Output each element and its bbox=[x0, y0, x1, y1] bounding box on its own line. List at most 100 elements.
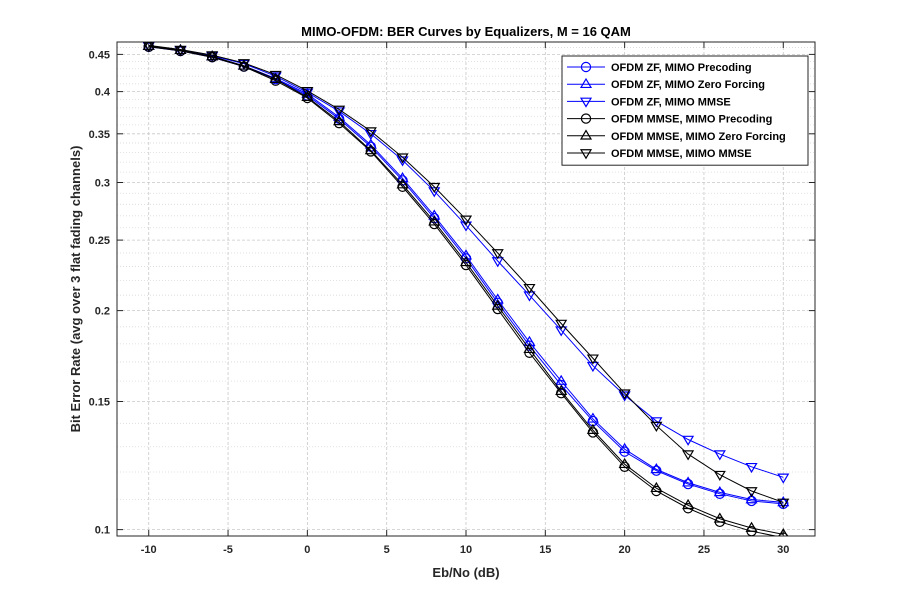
legend-box bbox=[561, 55, 809, 166]
y-tick-label: 0.45 bbox=[89, 49, 110, 61]
y-tick-label: 0.1 bbox=[95, 525, 110, 537]
data-point bbox=[396, 171, 409, 183]
data-point bbox=[745, 462, 758, 474]
data-point bbox=[555, 326, 568, 337]
data-point bbox=[555, 384, 568, 395]
data-point bbox=[618, 442, 631, 453]
legend-marker bbox=[579, 149, 593, 160]
data-point bbox=[713, 450, 726, 461]
data-point bbox=[651, 465, 662, 476]
data-point bbox=[586, 423, 599, 434]
data-point bbox=[682, 435, 695, 446]
legend-item: OFDM MMSE, MIMO Zero Forcing bbox=[567, 129, 786, 143]
data-point bbox=[333, 115, 346, 126]
legend-label: OFDM ZF, MIMO Precoding bbox=[611, 62, 752, 74]
legend-item: OFDM MMSE, MIMO MMSE bbox=[567, 148, 752, 160]
data-point bbox=[745, 521, 758, 532]
data-point bbox=[365, 146, 377, 157]
y-axis-label: Bit Error Rate (avg over 3 flat fading c… bbox=[68, 146, 83, 433]
series-line bbox=[148, 45, 784, 535]
legend-label: OFDM ZF, MIMO MMSE bbox=[611, 96, 731, 108]
data-point bbox=[459, 215, 473, 226]
data-point bbox=[142, 42, 155, 50]
data-point bbox=[459, 255, 473, 267]
data-point bbox=[713, 486, 726, 497]
data-point bbox=[206, 52, 218, 63]
x-tick-label: -5 bbox=[223, 544, 233, 556]
data-point bbox=[745, 487, 758, 498]
data-point bbox=[333, 107, 346, 118]
data-point bbox=[650, 421, 663, 432]
series-5 bbox=[142, 42, 789, 536]
data-point bbox=[174, 45, 187, 56]
data-point bbox=[269, 70, 282, 82]
y-tick-label: 0.25 bbox=[89, 235, 110, 247]
legend-marker bbox=[579, 97, 593, 108]
data-point bbox=[333, 110, 346, 121]
data-point bbox=[206, 51, 219, 62]
x-tick-label: 5 bbox=[384, 544, 390, 556]
legend-marker bbox=[579, 77, 593, 89]
data-point bbox=[618, 457, 631, 469]
data-point bbox=[650, 481, 663, 493]
data-point bbox=[459, 249, 473, 260]
data-point bbox=[491, 293, 504, 304]
data-point bbox=[523, 335, 536, 346]
data-point bbox=[142, 42, 155, 52]
data-point bbox=[396, 178, 409, 189]
data-point bbox=[778, 532, 789, 536]
series-layer bbox=[142, 42, 790, 536]
legend-marker bbox=[580, 113, 592, 124]
x-tick-label: 20 bbox=[619, 544, 631, 556]
data-point bbox=[650, 463, 663, 474]
data-point bbox=[301, 88, 314, 99]
legend-label: OFDM MMSE, MIMO MMSE bbox=[611, 148, 752, 160]
legend-label: OFDM MMSE, MIMO Zero Forcing bbox=[611, 131, 786, 143]
legend: OFDM ZF, MIMO Precoding OFDM ZF, MIMO Zer… bbox=[561, 55, 809, 166]
data-point bbox=[459, 221, 473, 232]
series-line bbox=[148, 44, 784, 503]
y-tick-label: 0.15 bbox=[89, 397, 110, 409]
data-point bbox=[713, 470, 726, 482]
x-tick-label: 10 bbox=[460, 544, 472, 556]
data-point bbox=[523, 283, 536, 295]
data-point bbox=[364, 138, 377, 149]
data-point bbox=[301, 86, 314, 98]
x-tick-label: -10 bbox=[141, 544, 157, 556]
y-tick-label: 0.4 bbox=[95, 87, 111, 99]
x-tick-label: 0 bbox=[304, 544, 310, 556]
legend-marker bbox=[580, 61, 592, 73]
data-point bbox=[523, 342, 536, 354]
data-point bbox=[238, 61, 250, 72]
chart-title: MIMO-OFDM: BER Curves by Equalizers, M =… bbox=[301, 24, 631, 39]
axis-ticks: 0.1 0.15 0.2 0.25 0.3 0.35 0.4 0.45 -10 -5 0 5 10 15 2… bbox=[89, 42, 815, 556]
data-point bbox=[302, 92, 313, 104]
data-point bbox=[428, 182, 441, 194]
data-point bbox=[491, 299, 504, 310]
data-point bbox=[682, 498, 695, 510]
x-tick-label: 30 bbox=[777, 544, 789, 556]
legend-item: OFDM MMSE, MIMO Precoding bbox=[567, 113, 772, 126]
data-point bbox=[491, 249, 504, 260]
data-point bbox=[555, 319, 568, 330]
y-tick-label: 0.2 bbox=[95, 306, 110, 318]
data-point bbox=[586, 354, 599, 365]
data-point bbox=[333, 105, 346, 116]
data-point bbox=[269, 72, 282, 84]
data-point bbox=[778, 528, 789, 536]
data-point bbox=[237, 59, 250, 70]
x-axis-label: Eb/No (dB) bbox=[432, 565, 499, 580]
series-6 bbox=[142, 42, 790, 509]
data-point bbox=[364, 144, 377, 155]
data-point bbox=[682, 476, 695, 487]
data-point bbox=[428, 215, 441, 226]
legend-marker bbox=[579, 129, 593, 140]
legend-label: OFDM ZF, MIMO Zero Forcing bbox=[611, 79, 765, 91]
data-point bbox=[713, 512, 726, 523]
data-point bbox=[555, 374, 568, 385]
data-point bbox=[586, 412, 599, 423]
x-tick-label: 15 bbox=[539, 544, 551, 556]
x-tick-label: 25 bbox=[698, 544, 710, 556]
data-point bbox=[618, 389, 631, 400]
